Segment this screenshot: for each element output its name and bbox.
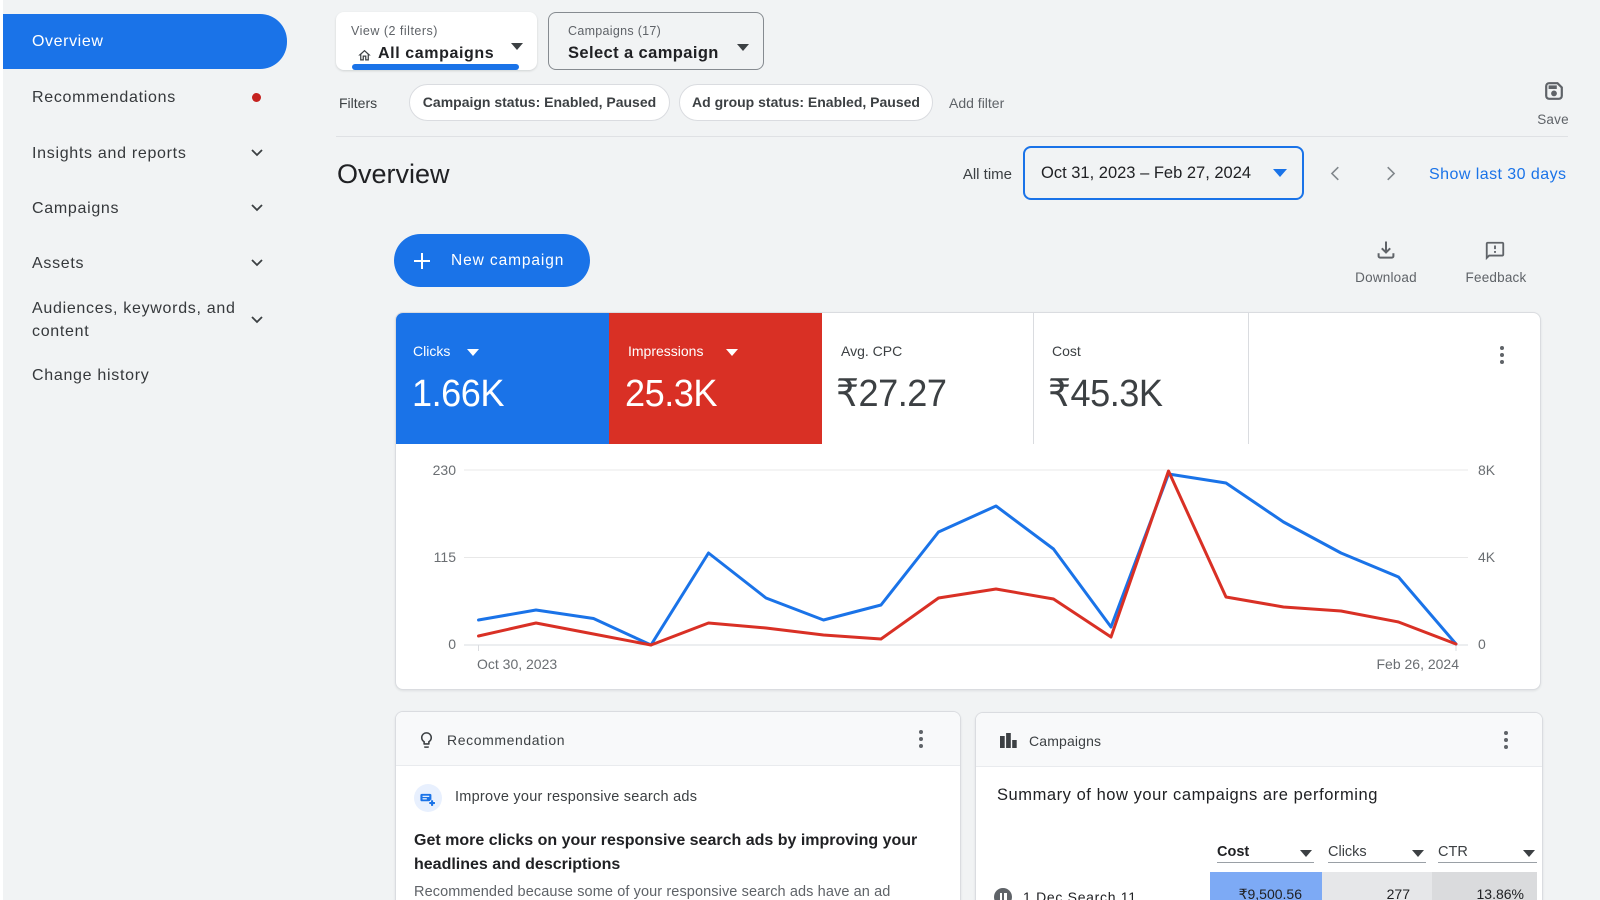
svg-text:4K: 4K: [1478, 549, 1496, 565]
svg-text:0: 0: [1478, 636, 1486, 652]
svg-text:8K: 8K: [1478, 462, 1496, 478]
svg-text:0: 0: [448, 636, 456, 652]
svg-text:230: 230: [433, 462, 457, 478]
svg-text:Oct 30, 2023: Oct 30, 2023: [477, 656, 557, 672]
svg-text:Feb 26, 2024: Feb 26, 2024: [1376, 656, 1459, 672]
svg-text:115: 115: [434, 549, 457, 565]
